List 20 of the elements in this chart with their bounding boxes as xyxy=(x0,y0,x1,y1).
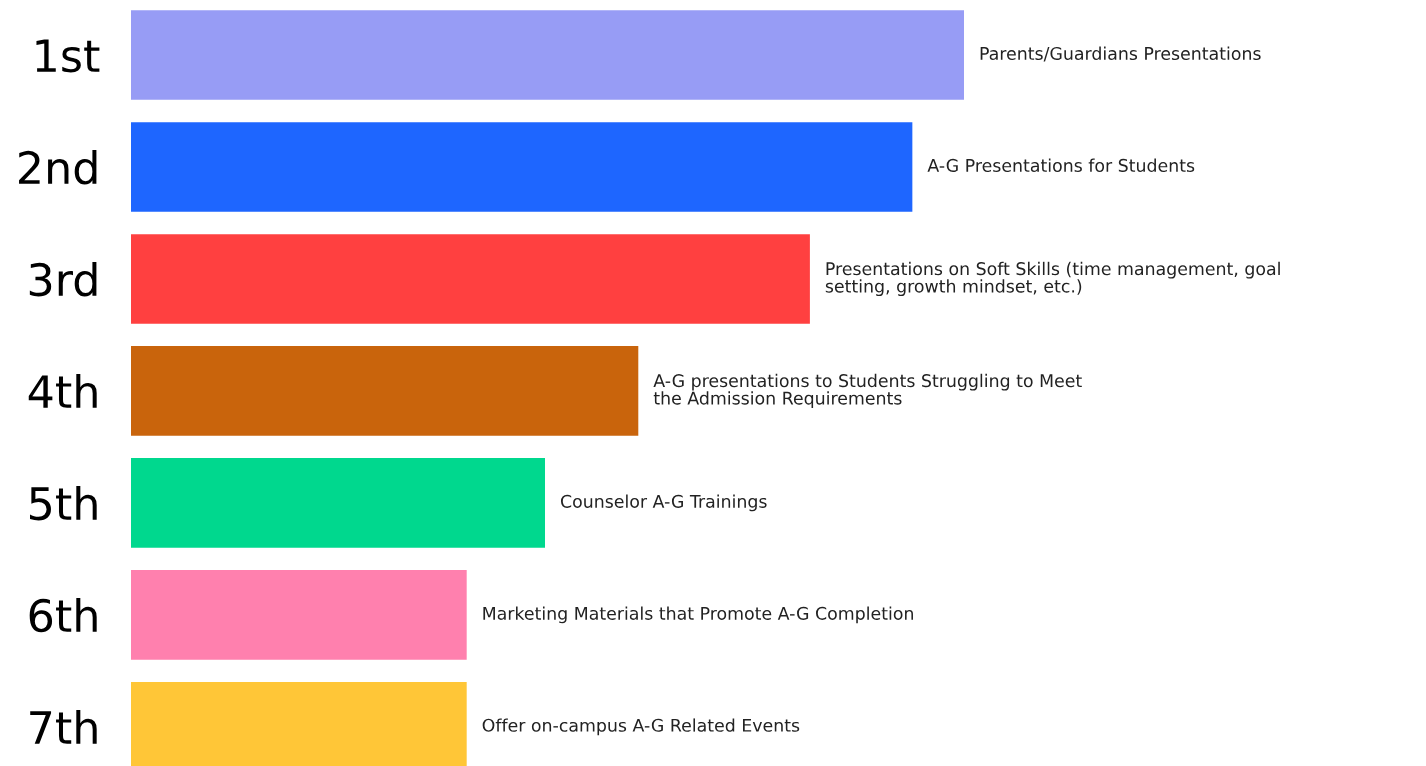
y-tick-label: 5th xyxy=(30,485,97,521)
bar xyxy=(131,234,810,324)
bar xyxy=(131,10,964,100)
annotation: Parents/Guardians Presentations xyxy=(980,46,1261,62)
y-tick-label: 4th xyxy=(28,374,97,408)
annotation: A-G presentations to Students Struggling to Meet the Admission Requirements xyxy=(653,373,1082,409)
annotation: Marketing Materials that Promote A-G Completion xyxy=(483,606,913,624)
bar xyxy=(131,570,467,660)
annotation: Counselor A-G Trainings xyxy=(560,494,767,512)
y-tick-label: 6th xyxy=(29,597,97,633)
annotation: Presentations on Soft Skills (time management, goal setting, growth mindset, etc.) xyxy=(825,261,1280,297)
bar xyxy=(131,122,913,212)
bar xyxy=(131,346,639,436)
y-tick-label: 7th xyxy=(30,709,97,744)
annotation: A-G Presentations for Students xyxy=(927,158,1195,172)
bar xyxy=(131,458,545,548)
y-tick-label: 3rd xyxy=(29,262,97,297)
annotation: Offer on-campus A-G Related Events xyxy=(482,718,800,736)
y-tick-label: 2nd xyxy=(19,150,97,185)
y-tick-label: 1st xyxy=(36,39,100,73)
